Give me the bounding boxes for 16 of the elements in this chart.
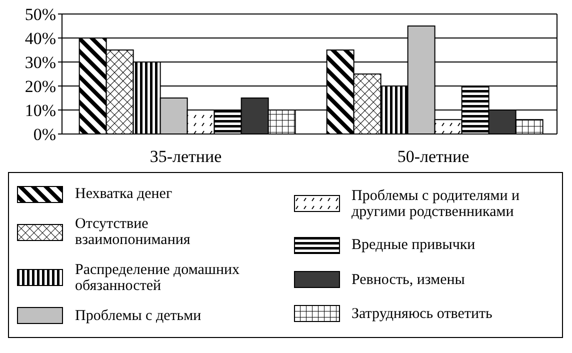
- y-tick-label: 50%: [24, 5, 56, 24]
- x-tick-label: 35-летние: [150, 147, 222, 166]
- legend-label: Проблемы с родителями и другими родственниками: [352, 188, 521, 220]
- legend-label: Проблемы с детьми: [75, 308, 202, 324]
- y-tick-label: 0%: [33, 125, 56, 144]
- legend-label: Вредные привычки: [352, 237, 476, 254]
- y-tick-label: 30%: [24, 53, 56, 72]
- legend-label: Распределение домашних обязанностей: [75, 262, 241, 294]
- y-tick-label: 10%: [24, 101, 56, 120]
- y-tick-label: 20%: [24, 77, 56, 96]
- y-tick-label: 40%: [24, 29, 56, 48]
- x-tick-label: 50-летние: [397, 147, 470, 166]
- legend-label: Нехватка денег: [75, 186, 174, 202]
- legend-label: Отсутствие взаимопонимания: [75, 216, 192, 248]
- legend-label: Ревность, измены: [352, 272, 466, 288]
- legend-label: Затрудняюсь ответить: [352, 306, 494, 322]
